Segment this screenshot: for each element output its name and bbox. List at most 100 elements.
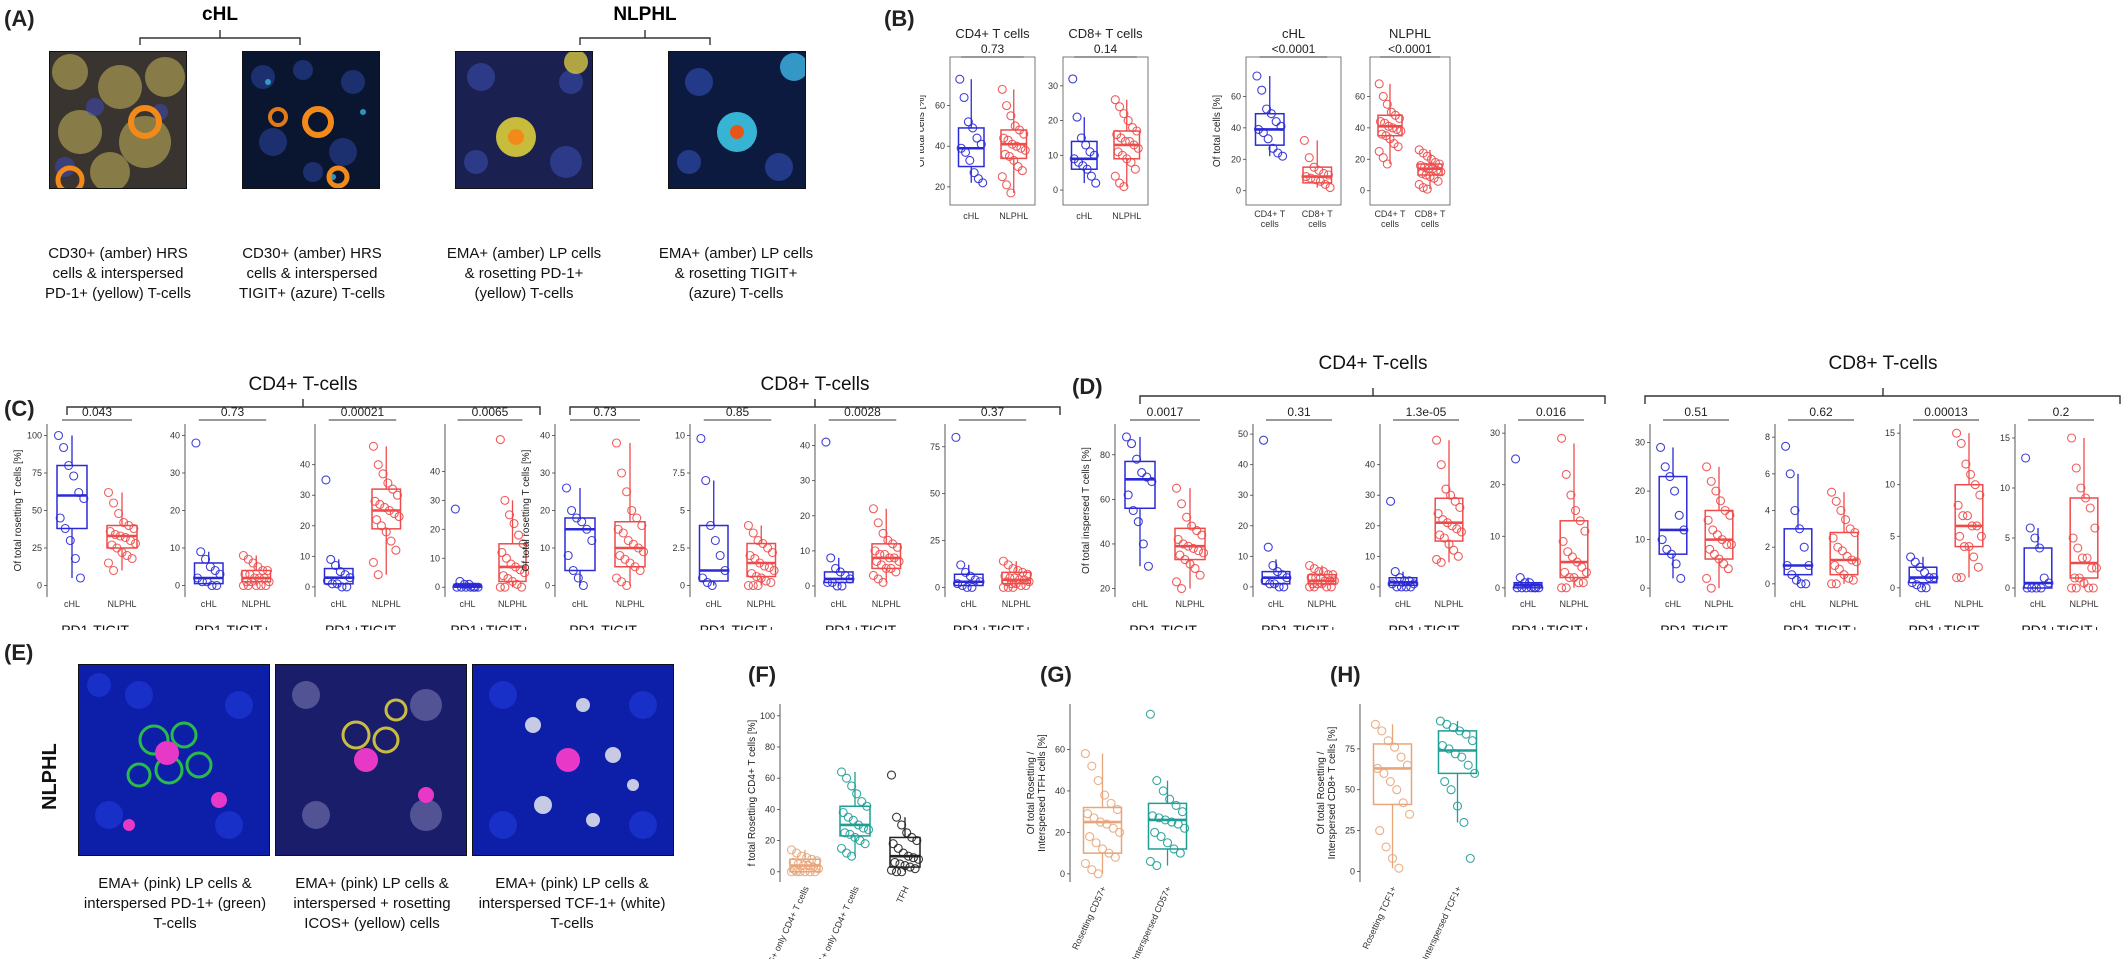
x-axis-label: PD1-TIGIT+ — [195, 622, 271, 630]
y-tick-label: 50 — [1345, 785, 1355, 795]
data-point — [1167, 817, 1177, 827]
y-axis-label: Of total cells [%] — [1212, 95, 1223, 167]
data-point — [1720, 505, 1730, 516]
data-point — [1433, 176, 1443, 186]
data-point — [1145, 709, 1155, 719]
data-point — [2067, 583, 2077, 593]
data-point — [330, 560, 341, 571]
p-value: 0.14 — [1094, 42, 1118, 56]
data-point — [1133, 517, 1143, 527]
data-point — [743, 580, 753, 591]
caption-e2: EMA+ (pink) LP cells & interspersed + ro… — [293, 875, 451, 932]
data-point — [1714, 554, 1724, 564]
data-point — [1008, 564, 1018, 574]
data-point — [1080, 858, 1090, 869]
chart-d8: 0 5 10 15 0.2 cHL NLPHL PD1+TIGIT+ — [2000, 405, 2101, 630]
data-point — [1378, 153, 1388, 163]
data-point — [847, 781, 857, 791]
data-point — [335, 567, 345, 577]
data-point — [1390, 567, 1400, 577]
panel-e-side-label: NLPHL — [39, 743, 61, 810]
p-value: 0.73 — [221, 405, 245, 419]
data-point — [715, 550, 725, 561]
data-point — [1850, 527, 1860, 538]
data-point — [1192, 526, 1202, 536]
y-tick-label: 60 — [935, 101, 945, 111]
data-point — [763, 543, 773, 553]
data-point — [897, 867, 907, 877]
box — [1559, 520, 1589, 579]
x-axis-label: PD1+TIGIT+ — [1511, 622, 1590, 630]
x-tick-label: cHL — [331, 599, 347, 609]
data-point — [1953, 500, 1963, 510]
x-tick-label: NLPHL — [372, 599, 401, 609]
data-point — [707, 580, 717, 591]
data-point — [881, 563, 891, 573]
y-tick-label: 60 — [1355, 91, 1365, 101]
panel-a-brackets: cHL NLPHL — [139, 4, 711, 45]
data-point — [1967, 521, 1977, 531]
y-tick-label: 0 — [37, 581, 42, 591]
data-point — [884, 553, 895, 563]
data-point — [617, 468, 627, 478]
y-tick-label: 10 — [1490, 531, 1500, 541]
data-point — [893, 843, 903, 853]
data-point — [1828, 533, 1838, 543]
data-point — [1381, 842, 1391, 852]
data-point — [506, 559, 516, 569]
data-point — [786, 845, 797, 855]
data-point — [710, 535, 720, 546]
data-point — [1465, 853, 1475, 863]
data-point — [1188, 543, 1198, 553]
data-point — [1709, 549, 1719, 559]
panel-a-group-chl: cHL — [202, 4, 238, 25]
data-point — [1110, 95, 1120, 105]
chart-b3: cHL Of total cells [%] 0 20 40 60 <0.0001 CD4+ … — [1212, 26, 1342, 229]
data-point — [500, 495, 510, 505]
y-tick-label: 10 — [1048, 150, 1058, 160]
data-point — [696, 433, 706, 444]
data-point — [380, 502, 390, 512]
x-axis-label: PD1-TIGIT+ — [1783, 622, 1859, 630]
data-point — [1158, 786, 1168, 796]
data-point — [902, 828, 912, 838]
y-tick-label: 30 — [1048, 81, 1058, 91]
x-tick-label: NLPHL — [1307, 599, 1336, 609]
data-point — [1912, 580, 1922, 590]
data-point — [1021, 580, 1031, 591]
y-tick-label: 25 — [930, 536, 940, 546]
data-point — [1962, 511, 1972, 521]
data-point — [1955, 531, 1965, 541]
data-point — [1082, 164, 1092, 174]
data-point — [261, 580, 271, 591]
data-point — [1457, 752, 1467, 762]
y-tick-label: 40 — [540, 431, 550, 441]
y-tick-label: 10 — [1635, 535, 1645, 545]
data-point — [2039, 573, 2049, 583]
caption-a2: CD30+ (amber) HRS cells & interspersed T… — [238, 245, 385, 302]
data-point — [256, 580, 266, 591]
y-tick-label: 40 — [1355, 123, 1365, 133]
data-point — [1804, 560, 1814, 571]
x-axis-label: PD1+TIGIT+ — [2021, 622, 2100, 630]
data-point — [1003, 582, 1013, 592]
data-point — [836, 843, 847, 853]
data-point — [813, 864, 824, 874]
data-point — [1952, 572, 1962, 583]
y-axis-label: Of total rosetting T cells [%] — [13, 449, 24, 571]
x-axis-label: PD1-TIGIT+ — [700, 622, 776, 630]
data-point — [1958, 511, 1968, 521]
data-point — [1571, 505, 1581, 516]
data-point — [705, 520, 716, 531]
data-point — [1320, 576, 1330, 586]
data-point — [907, 832, 917, 842]
data-point — [109, 565, 119, 576]
data-point — [1450, 496, 1460, 506]
data-point — [622, 580, 632, 591]
data-point — [638, 547, 649, 557]
box — [1437, 730, 1478, 775]
data-point — [1182, 512, 1192, 522]
chart-h: Of total Rosetting / Interspersed CD8+ T … — [1316, 704, 1480, 959]
data-point — [376, 521, 386, 531]
data-point — [969, 168, 979, 178]
